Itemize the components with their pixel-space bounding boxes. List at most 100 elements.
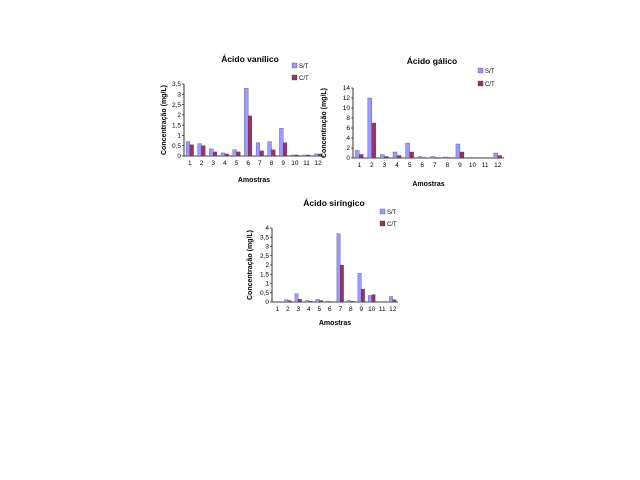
chart2-bar-ct-12 — [497, 155, 502, 159]
chart2-x-tick-label: 5 — [408, 162, 412, 169]
chart3-y-tick-label: 3,5 — [260, 234, 269, 241]
chart1-bar-ct-3 — [213, 151, 218, 157]
chart1-bar-ct-5 — [236, 151, 241, 157]
chart2-x-tick-label: 10 — [469, 162, 477, 169]
chart3-bar-st-10 — [368, 295, 372, 303]
chart1-x-tick-label: 3 — [211, 160, 215, 167]
chart3-bar-st-3 — [294, 293, 299, 303]
chart3-x-tick-label: 2 — [286, 306, 290, 313]
chart1-x-tick-label: 9 — [281, 160, 285, 167]
chart1-y-tick-label: 0,5 — [172, 143, 181, 150]
chart1-x-tick-label: 5 — [235, 160, 239, 167]
chart3-legend-swatch-ct — [379, 220, 386, 227]
chart3-y-axis-label: Concentração (mg/L) — [247, 230, 254, 300]
chart3-x-tick-label: 4 — [307, 306, 311, 313]
chart1-bar-ct-8 — [271, 149, 276, 157]
chart1-bar-st-4 — [220, 152, 225, 157]
chart2-y-tick-label: 10 — [343, 105, 351, 112]
chart3-y-tick-label: 4 — [265, 225, 269, 232]
chart1-legend-label-ct: C/T — [299, 76, 309, 82]
chart2-x-tick-label: 2 — [370, 162, 374, 169]
chart2-y-axis-label: Concentração (mg/L) — [321, 88, 328, 158]
chart1-y-tick-label: 2,5 — [172, 102, 181, 109]
chart2-bar-ct-6 — [422, 157, 427, 159]
chart2-bar-ct-1 — [359, 154, 364, 159]
chart1-x-tick-label: 1 — [188, 160, 192, 167]
chart3-bar-ct-5 — [319, 300, 323, 303]
chart2-bar-st-3 — [380, 154, 385, 159]
chart3-bar-st-8 — [347, 300, 351, 303]
chart2-bar-ct-5 — [409, 151, 414, 159]
chart1-y-tick-label: 3 — [177, 91, 181, 98]
chart1-y-axis-label: Concentração (mg/L) — [161, 85, 168, 155]
chart2-bar-st-4 — [392, 151, 398, 159]
chart3-bar-ct-10 — [371, 294, 376, 303]
chart1-legend-swatch-ct — [291, 74, 298, 81]
chart3-y-tick-label: 0 — [265, 299, 269, 306]
chart1-bar-st-11 — [302, 154, 307, 157]
chart3-x-tick-label: 11 — [379, 306, 386, 313]
chart2-bar-st-5 — [405, 142, 410, 159]
chart1-bar-ct-7 — [259, 150, 264, 157]
chart3-x-tick-label: 12 — [389, 306, 397, 313]
chart1-y-tick-label: 1 — [177, 133, 181, 140]
chart3-y-tick-label: 3 — [265, 244, 269, 251]
chart1-bar-ct-6 — [248, 115, 253, 157]
chart1-y-tick-label: 0 — [177, 153, 181, 160]
chart3-x-tick-label: 3 — [296, 306, 300, 313]
chart2-bar-ct-7 — [434, 157, 439, 159]
chart1-x-tick-label: 6 — [246, 160, 250, 167]
chart3-bar-st-12 — [389, 296, 393, 303]
chart3-y-tick-label: 1 — [265, 281, 269, 288]
chart1-bar-ct-11 — [306, 154, 311, 157]
chart2-x-tick-label: 3 — [383, 162, 387, 169]
chart2-y-tick-label: 0 — [346, 155, 350, 162]
chart3-bar-ct-4 — [308, 301, 313, 303]
chart3-y-tick-label: 0,5 — [260, 290, 269, 297]
chart3-bar-st-5 — [315, 299, 320, 303]
chart2-x-tick-label: 8 — [446, 162, 450, 169]
chart3-bar-ct-12 — [392, 299, 397, 303]
chart1-legend-label-st: S/T — [299, 64, 309, 70]
chart1-bar-ct-9 — [283, 142, 288, 157]
chart2-bar-st-9 — [455, 143, 461, 159]
chart3-y-tick-label: 2,5 — [260, 253, 269, 260]
chart3-legend-label-st: S/T — [387, 210, 397, 216]
chart3-legend-swatch-st — [379, 208, 386, 215]
chart1-x-tick-label: 12 — [315, 160, 323, 167]
chart3-x-tick-label: 9 — [359, 306, 363, 313]
chart1-y-tick-label: 1,5 — [172, 122, 181, 129]
chart3-bar-ct-9 — [361, 288, 365, 303]
chart2-bar-st-10 — [468, 157, 473, 159]
chart1-bar-st-8 — [267, 141, 272, 157]
chart1-bar-st-9 — [279, 128, 284, 157]
chart1-x-tick-label: 10 — [291, 160, 299, 167]
chart1-x-tick-label: 7 — [258, 160, 262, 167]
chart2-x-tick-label: 4 — [395, 162, 399, 169]
chart2-x-tick-label: 1 — [357, 162, 361, 169]
chart1-x-tick-label: 4 — [223, 160, 227, 167]
chart3-bar-st-6 — [326, 300, 330, 303]
chart2-x-tick-label: 6 — [420, 162, 424, 169]
chart2-bar-st-2 — [367, 97, 373, 159]
chart2-bar-ct-9 — [459, 151, 465, 159]
chart3-x-tick-label: 10 — [368, 306, 376, 313]
chart1-x-tick-label: 8 — [270, 160, 274, 167]
chart3-bar-st-7 — [336, 233, 341, 303]
chart2-y-tick-label: 4 — [346, 135, 350, 142]
chart1-bar-ct-1 — [189, 144, 194, 157]
chart3-title: Ácido siríngico — [303, 198, 364, 208]
chart3-bar-st-4 — [305, 300, 309, 303]
chart1-x-tick-label: 11 — [303, 160, 310, 167]
chart3-x-tick-label: 6 — [328, 306, 332, 313]
chart3-x-tick-label: 7 — [338, 306, 342, 313]
chart2-legend-label-st: S/T — [485, 69, 495, 75]
chart3-bar-st-2 — [284, 299, 288, 303]
chart3-bar-ct-2 — [287, 300, 292, 303]
chart2-title: Ácido gálico — [407, 56, 458, 66]
chart2-bar-ct-4 — [396, 155, 402, 159]
chart1-bar-st-10 — [290, 154, 295, 157]
chart1-bar-ct-12 — [318, 153, 323, 157]
chart3-x-tick-label: 1 — [275, 306, 279, 313]
